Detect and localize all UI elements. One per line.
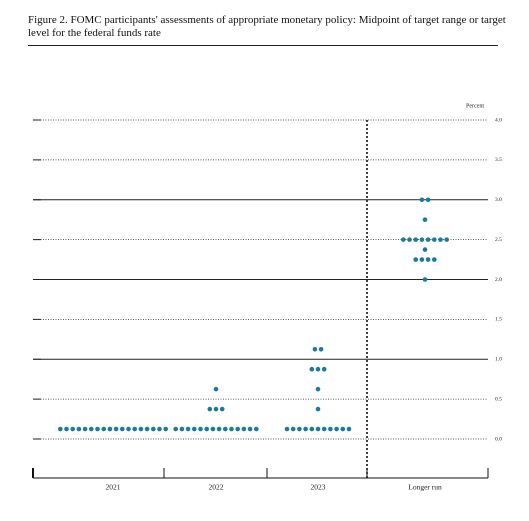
dot xyxy=(120,426,125,432)
dot xyxy=(107,426,113,432)
dot xyxy=(58,426,63,432)
dot xyxy=(223,426,228,432)
y-tick-label: 4.0 xyxy=(495,117,502,123)
dot xyxy=(151,426,156,432)
dot xyxy=(432,257,437,262)
dot xyxy=(328,426,333,432)
chart-title: Figure 2. FOMC participants' assessments… xyxy=(28,14,506,39)
dot xyxy=(444,237,450,242)
y-tick-label: 2.5 xyxy=(495,237,502,243)
dot xyxy=(207,406,213,412)
dot xyxy=(419,197,425,203)
dot xyxy=(163,426,168,432)
dot xyxy=(315,386,321,392)
y-tick-label: 2.0 xyxy=(495,277,502,283)
y-axis-label: Percent xyxy=(466,103,484,109)
dot xyxy=(422,247,428,252)
dot xyxy=(297,426,302,432)
dot xyxy=(204,426,209,432)
dot xyxy=(101,426,106,432)
dot xyxy=(198,426,203,432)
dot xyxy=(401,237,406,242)
dot xyxy=(113,426,119,432)
dot xyxy=(318,346,324,352)
dot xyxy=(312,346,318,352)
dot xyxy=(407,237,412,242)
dot xyxy=(229,426,234,432)
dot xyxy=(241,426,247,432)
dot xyxy=(284,426,290,432)
y-tick-label: 3.0 xyxy=(495,197,502,203)
title-rule xyxy=(28,45,498,46)
dot xyxy=(422,217,428,222)
dot xyxy=(315,426,321,432)
y-tick-label: 0.5 xyxy=(495,396,502,402)
dot xyxy=(64,426,69,432)
x-tick-label: 2021 xyxy=(106,483,121,492)
dot xyxy=(425,237,431,242)
dot xyxy=(346,426,352,432)
dot xyxy=(179,426,185,432)
y-tick-label: 1.5 xyxy=(495,317,502,323)
dot xyxy=(419,257,425,262)
dot xyxy=(303,426,308,432)
dot xyxy=(334,426,339,432)
x-tick-label: Longer run xyxy=(408,483,442,492)
y-tick-label: 3.5 xyxy=(495,157,502,163)
dot xyxy=(425,257,431,262)
dot xyxy=(213,386,219,392)
dot xyxy=(425,197,431,203)
dot xyxy=(438,237,443,242)
dot xyxy=(70,426,75,432)
dot xyxy=(290,426,296,432)
dot xyxy=(413,237,419,242)
dot xyxy=(432,237,437,242)
dot xyxy=(138,426,144,432)
x-tick-label: 2022 xyxy=(209,483,224,492)
dot xyxy=(247,426,253,432)
dot xyxy=(309,366,315,372)
y-tick-label: 1.0 xyxy=(495,357,502,363)
dot xyxy=(95,426,100,432)
dot xyxy=(192,426,197,432)
dot xyxy=(419,237,425,242)
dot xyxy=(173,426,178,432)
dot xyxy=(213,406,219,412)
dot xyxy=(210,426,216,432)
dot xyxy=(76,426,82,432)
x-tick-label: 2023 xyxy=(311,483,326,492)
dot xyxy=(235,426,240,432)
dot xyxy=(89,426,94,432)
dot xyxy=(413,257,419,262)
dot xyxy=(126,426,131,432)
dot xyxy=(315,366,321,372)
dot xyxy=(144,426,150,432)
dot xyxy=(216,426,222,432)
y-tick-label: 0.0 xyxy=(495,436,502,442)
dot xyxy=(253,426,259,432)
dot xyxy=(321,426,327,432)
dot xyxy=(315,406,321,412)
dot xyxy=(321,366,327,372)
dot xyxy=(422,277,428,282)
dot xyxy=(157,426,162,432)
dot xyxy=(340,426,346,432)
dot xyxy=(219,406,225,412)
dot xyxy=(132,426,137,432)
dot xyxy=(309,426,315,432)
dot xyxy=(82,426,88,432)
dot xyxy=(185,426,191,432)
